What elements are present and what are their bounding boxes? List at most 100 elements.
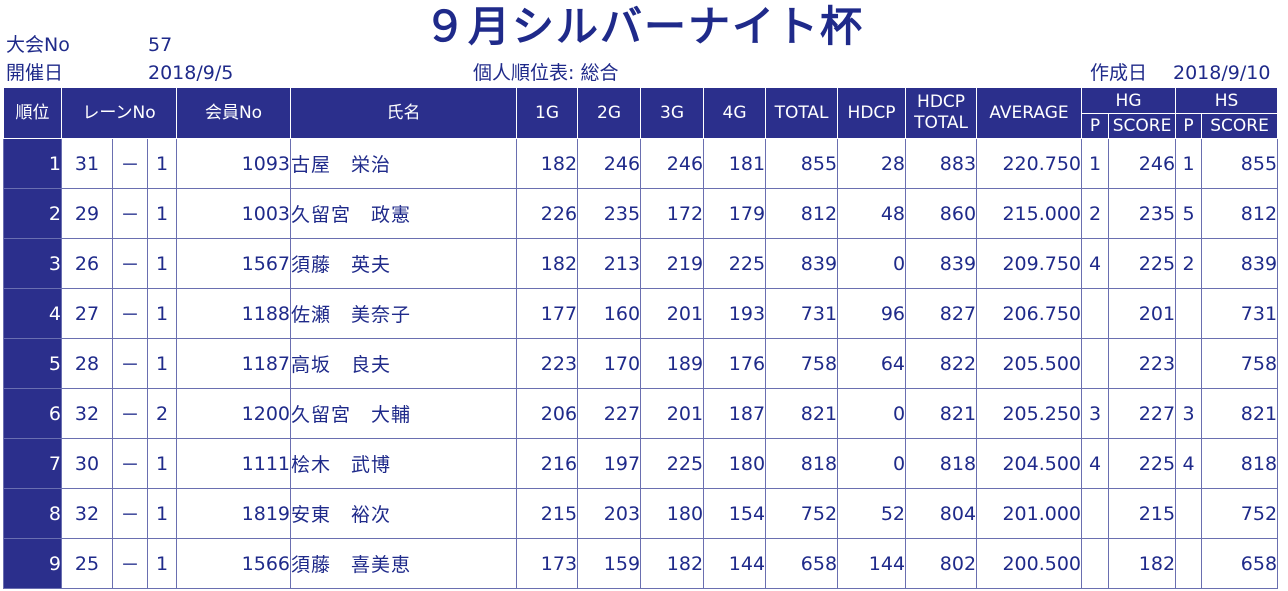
lane-cell: 26	[61, 238, 113, 289]
hdcp-total-cell: 827	[905, 288, 978, 339]
hg-score-cell: 235	[1108, 188, 1177, 239]
hg-score-cell: 215	[1108, 488, 1177, 539]
game4-cell: 180	[703, 438, 767, 489]
hg-place-cell	[1081, 338, 1110, 389]
game2-cell: 170	[577, 338, 642, 389]
hg-place-cell	[1081, 288, 1110, 339]
game1-cell: 182	[516, 238, 579, 289]
rank-cell: 6	[3, 388, 62, 439]
table-row: 5 28 － 1 1187 高坂 良夫 223 170 189 176 758 64 822 205.50…	[3, 338, 1279, 389]
member-no-cell: 1819	[176, 488, 292, 539]
total-cell: 752	[765, 488, 839, 539]
game4-cell: 176	[703, 338, 767, 389]
lane-sub-cell: 1	[146, 488, 178, 539]
game1-cell: 223	[516, 338, 579, 389]
player-name-cell: 安東 裕次	[290, 488, 518, 539]
game3-cell: 182	[640, 538, 705, 589]
header-game2: 2G	[577, 87, 642, 139]
hs-score-cell: 731	[1201, 288, 1279, 339]
game4-cell: 154	[703, 488, 767, 539]
game1-cell: 182	[516, 138, 579, 189]
hdcp-cell: 52	[837, 488, 907, 539]
game3-cell: 180	[640, 488, 705, 539]
game2-cell: 203	[577, 488, 642, 539]
lane-separator: －	[112, 538, 148, 589]
hdcp-cell: 0	[837, 438, 907, 489]
game2-cell: 246	[577, 138, 642, 189]
game2-cell: 197	[577, 438, 642, 489]
player-name-cell: 須藤 喜美恵	[290, 538, 518, 589]
lane-cell: 31	[61, 138, 113, 189]
total-cell: 855	[765, 138, 839, 189]
hdcp-cell: 48	[837, 188, 907, 239]
game2-cell: 213	[577, 238, 642, 289]
game4-cell: 225	[703, 238, 767, 289]
game1-cell: 216	[516, 438, 579, 489]
total-cell: 812	[765, 188, 839, 239]
hdcp-total-cell: 860	[905, 188, 978, 239]
lane-cell: 29	[61, 188, 113, 239]
player-name-cell: 古屋 栄治	[290, 138, 518, 189]
header-game1: 1G	[516, 87, 579, 139]
average-cell: 205.250	[976, 388, 1083, 439]
lane-cell: 28	[61, 338, 113, 389]
hg-place-cell: 4	[1081, 438, 1110, 489]
average-cell: 200.500	[976, 538, 1083, 589]
header-hs: HS	[1175, 87, 1279, 114]
member-no-cell: 1200	[176, 388, 292, 439]
hg-place-cell	[1081, 538, 1110, 589]
header-game4: 4G	[703, 87, 767, 139]
player-name-cell: 久留宮 大輔	[290, 388, 518, 439]
hg-score-cell: 227	[1108, 388, 1177, 439]
rank-cell: 7	[3, 438, 62, 489]
header-hdcp-total-line1: HDCP	[917, 92, 966, 112]
game3-cell: 219	[640, 238, 705, 289]
game3-cell: 246	[640, 138, 705, 189]
game1-cell: 177	[516, 288, 579, 339]
game2-cell: 160	[577, 288, 642, 339]
average-cell: 220.750	[976, 138, 1083, 189]
game1-cell: 226	[516, 188, 579, 239]
hs-place-cell: 3	[1175, 388, 1203, 439]
tournament-number: 57	[148, 34, 173, 56]
hdcp-total-cell: 822	[905, 338, 978, 389]
lane-sub-cell: 2	[146, 388, 178, 439]
lane-sub-cell: 1	[146, 188, 178, 239]
lane-cell: 25	[61, 538, 113, 589]
player-name-cell: 高坂 良夫	[290, 338, 518, 389]
hs-place-cell: 4	[1175, 438, 1203, 489]
average-cell: 205.500	[976, 338, 1083, 389]
game3-cell: 172	[640, 188, 705, 239]
header-hg: HG	[1081, 87, 1177, 114]
average-cell: 215.000	[976, 188, 1083, 239]
hdcp-cell: 64	[837, 338, 907, 389]
player-name-cell: 桧木 武博	[290, 438, 518, 489]
game4-cell: 187	[703, 388, 767, 439]
lane-sub-cell: 1	[146, 538, 178, 589]
game4-cell: 181	[703, 138, 767, 189]
total-cell: 658	[765, 538, 839, 589]
hdcp-total-cell: 818	[905, 438, 978, 489]
table-row: 7 30 － 1 1111 桧木 武博 216 197 225 180 818 0 818 204.500…	[3, 438, 1279, 489]
header-hdcp-total: HDCP TOTAL	[905, 87, 978, 139]
average-cell: 209.750	[976, 238, 1083, 289]
hs-place-cell: 5	[1175, 188, 1203, 239]
member-no-cell: 1093	[176, 138, 292, 189]
table-row: 4 27 － 1 1188 佐瀬 美奈子 177 160 201 193 731 96 827 206.7…	[3, 288, 1279, 339]
created-date: 2018/9/10	[1173, 62, 1271, 84]
tournament-label: 大会No	[6, 34, 70, 56]
hdcp-total-cell: 839	[905, 238, 978, 289]
lane-sub-cell: 1	[146, 438, 178, 489]
lane-separator: －	[112, 238, 148, 289]
game2-cell: 227	[577, 388, 642, 439]
game3-cell: 201	[640, 388, 705, 439]
lane-separator: －	[112, 138, 148, 189]
header-game3: 3G	[640, 87, 705, 139]
game4-cell: 144	[703, 538, 767, 589]
hs-score-cell: 658	[1201, 538, 1279, 589]
player-name-cell: 須藤 英夫	[290, 238, 518, 289]
table-row: 8 32 － 1 1819 安東 裕次 215 203 180 154 752 52 804 201.00…	[3, 488, 1279, 539]
hg-place-cell: 3	[1081, 388, 1110, 439]
member-no-cell: 1567	[176, 238, 292, 289]
event-date: 2018/9/5	[148, 62, 234, 84]
